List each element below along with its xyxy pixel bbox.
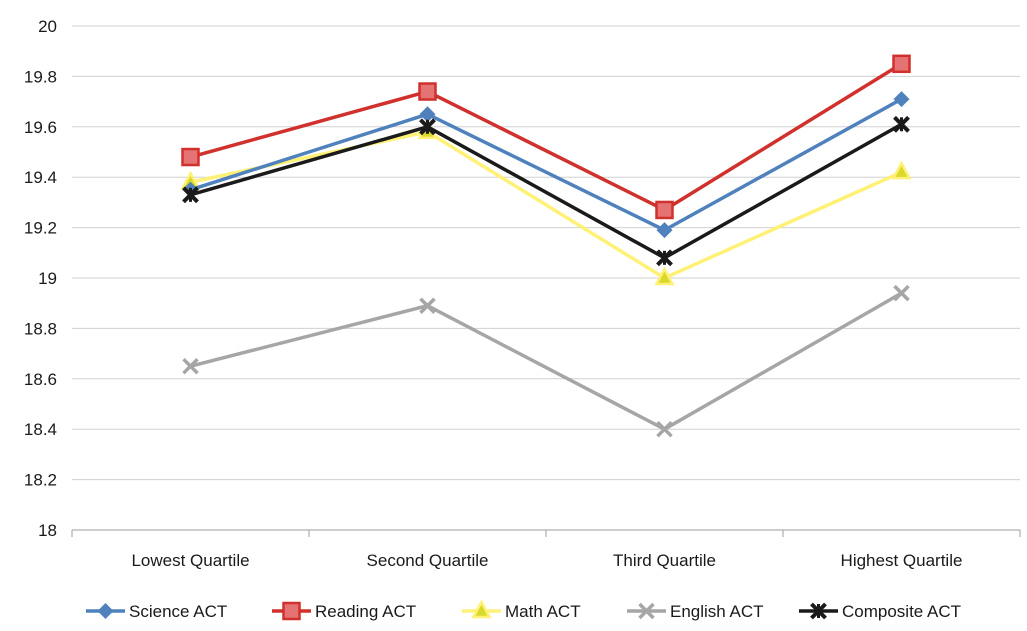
series-lines bbox=[180, 54, 912, 438]
legend-item: Reading ACT bbox=[272, 601, 416, 621]
data-point bbox=[893, 284, 910, 302]
x-tick-label: Highest Quartile bbox=[841, 551, 963, 570]
data-point bbox=[419, 118, 436, 136]
data-point bbox=[893, 91, 910, 108]
x-tick-label: Lowest Quartile bbox=[131, 551, 249, 570]
x-axis-tick-labels: Lowest Quartile Second Quartile Third Quar… bbox=[131, 551, 962, 570]
data-point bbox=[418, 82, 437, 101]
series-reading-act bbox=[181, 54, 911, 220]
y-tick-label: 18.6 bbox=[24, 370, 57, 389]
y-tick-label: 20 bbox=[38, 17, 57, 36]
data-point bbox=[419, 106, 436, 123]
series-composite-act bbox=[182, 115, 910, 267]
legend-label: Math ACT bbox=[505, 602, 581, 621]
data-point bbox=[891, 160, 912, 180]
data-point bbox=[892, 54, 911, 74]
series-line bbox=[190, 122, 903, 260]
data-point bbox=[655, 200, 674, 220]
y-tick-label: 19 bbox=[38, 269, 57, 288]
legend-marker bbox=[282, 601, 301, 621]
x-tick-label: Third Quartile bbox=[613, 551, 716, 570]
series-science-act bbox=[182, 91, 910, 239]
legend-label: Reading ACT bbox=[315, 602, 416, 621]
y-tick-label: 19.8 bbox=[24, 67, 57, 86]
data-point bbox=[654, 266, 675, 286]
data-point bbox=[656, 249, 673, 267]
data-point bbox=[182, 357, 199, 375]
data-point bbox=[419, 297, 436, 314]
legend: Science ACT Reading ACT Math ACT English AC… bbox=[86, 599, 961, 621]
legend-label: Science ACT bbox=[129, 602, 227, 621]
y-tick-label: 18.4 bbox=[24, 420, 57, 439]
y-tick-label: 19.6 bbox=[24, 118, 57, 137]
legend-item: Science ACT bbox=[86, 602, 227, 621]
legend-item: Math ACT bbox=[462, 599, 581, 621]
y-tick-label: 19.2 bbox=[24, 219, 57, 238]
y-axis-tick-labels: 18 18.2 18.4 18.6 18.8 19 19.2 19.4 19.6 19.8 20 bbox=[24, 17, 57, 540]
legend-item: English ACT bbox=[627, 602, 764, 621]
series-line bbox=[189, 97, 903, 232]
y-tick-label: 19.4 bbox=[24, 168, 57, 187]
data-point bbox=[182, 186, 199, 204]
data-point bbox=[656, 420, 673, 438]
data-point bbox=[656, 222, 673, 239]
x-axis bbox=[71, 529, 1021, 537]
data-point bbox=[893, 115, 910, 133]
legend-marker bbox=[97, 603, 114, 619]
series-english-act bbox=[182, 284, 910, 438]
legend-marker bbox=[638, 602, 655, 620]
gridlines bbox=[72, 25, 1020, 531]
series-line bbox=[190, 130, 903, 280]
series-math-act bbox=[180, 120, 912, 286]
y-tick-label: 18.2 bbox=[24, 471, 57, 490]
x-tick-label: Second Quartile bbox=[367, 551, 489, 570]
legend-label: Composite ACT bbox=[842, 602, 961, 621]
y-tick-label: 18 bbox=[38, 521, 57, 540]
legend-label: English ACT bbox=[670, 602, 764, 621]
series-line bbox=[190, 291, 903, 431]
legend-item: Composite ACT bbox=[799, 602, 961, 621]
y-tick-label: 18.8 bbox=[24, 319, 57, 338]
data-point bbox=[181, 147, 200, 167]
series-line bbox=[190, 62, 903, 212]
legend-marker bbox=[471, 599, 492, 619]
legend-marker bbox=[810, 602, 827, 620]
